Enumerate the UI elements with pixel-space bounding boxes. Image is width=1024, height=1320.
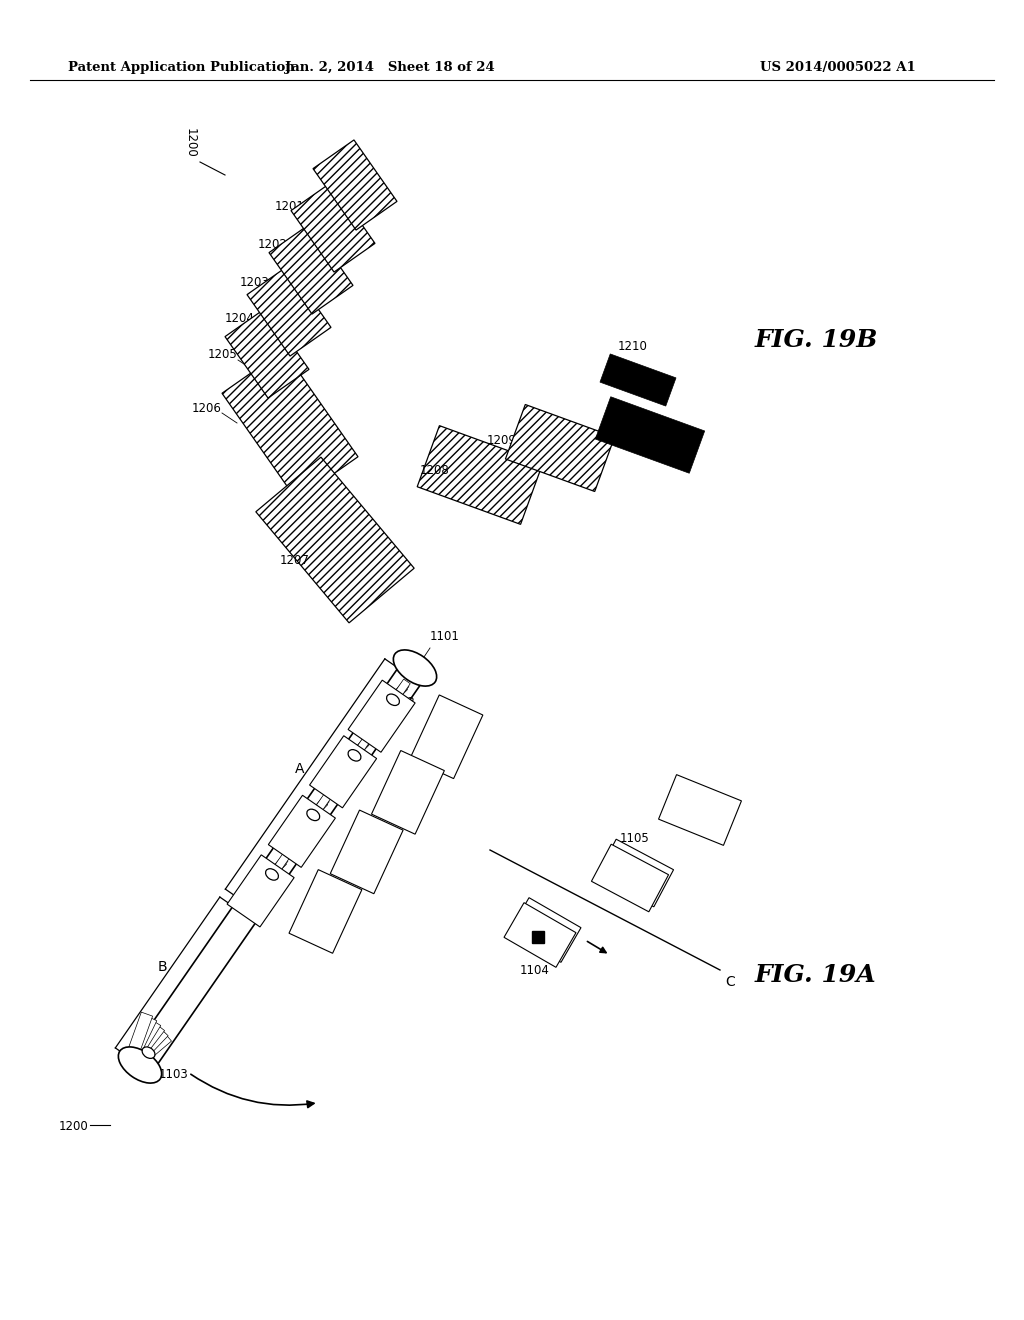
Polygon shape bbox=[384, 684, 408, 708]
Polygon shape bbox=[351, 735, 372, 760]
Polygon shape bbox=[506, 404, 614, 491]
Text: C: C bbox=[725, 975, 735, 989]
Polygon shape bbox=[410, 694, 483, 779]
Text: A: A bbox=[295, 762, 305, 776]
Polygon shape bbox=[313, 140, 397, 230]
Text: S1: S1 bbox=[445, 747, 461, 760]
Polygon shape bbox=[269, 224, 353, 314]
Text: 1209: 1209 bbox=[487, 433, 517, 446]
Polygon shape bbox=[387, 681, 409, 706]
Text: S2: S2 bbox=[407, 803, 423, 816]
Text: US 2014/0005022 A1: US 2014/0005022 A1 bbox=[760, 62, 915, 74]
Polygon shape bbox=[222, 350, 358, 500]
Text: 1103: 1103 bbox=[159, 1068, 188, 1081]
Ellipse shape bbox=[307, 809, 319, 821]
Ellipse shape bbox=[142, 1047, 155, 1059]
Text: 1202: 1202 bbox=[258, 239, 288, 252]
Polygon shape bbox=[596, 840, 674, 907]
Polygon shape bbox=[348, 737, 371, 762]
Polygon shape bbox=[504, 903, 575, 968]
Text: 1105: 1105 bbox=[620, 832, 650, 845]
Text: 1203: 1203 bbox=[240, 276, 269, 289]
Text: S4: S4 bbox=[325, 923, 340, 935]
Polygon shape bbox=[309, 735, 377, 808]
Polygon shape bbox=[124, 1019, 161, 1068]
Text: 1210: 1210 bbox=[618, 341, 648, 354]
Polygon shape bbox=[417, 425, 543, 524]
Polygon shape bbox=[389, 678, 411, 704]
Text: 1200: 1200 bbox=[184, 128, 197, 158]
Text: 1102: 1102 bbox=[385, 697, 416, 709]
Polygon shape bbox=[600, 354, 676, 407]
Text: B: B bbox=[158, 961, 167, 974]
Polygon shape bbox=[372, 751, 444, 834]
Text: 1101: 1101 bbox=[430, 630, 460, 643]
Polygon shape bbox=[268, 795, 336, 867]
Polygon shape bbox=[266, 857, 288, 880]
Text: 1201: 1201 bbox=[275, 201, 305, 214]
Text: 1208: 1208 bbox=[420, 463, 450, 477]
Polygon shape bbox=[509, 898, 581, 962]
Text: 1205: 1205 bbox=[208, 348, 238, 362]
Ellipse shape bbox=[393, 649, 436, 686]
Polygon shape bbox=[227, 855, 294, 927]
Text: Jan. 2, 2014   Sheet 18 of 24: Jan. 2, 2014 Sheet 18 of 24 bbox=[285, 62, 495, 74]
Polygon shape bbox=[124, 1015, 157, 1065]
Polygon shape bbox=[225, 308, 309, 399]
Ellipse shape bbox=[387, 694, 399, 705]
Polygon shape bbox=[307, 796, 329, 821]
Ellipse shape bbox=[119, 1047, 162, 1084]
Polygon shape bbox=[309, 795, 331, 820]
Polygon shape bbox=[263, 858, 287, 882]
Polygon shape bbox=[346, 739, 369, 763]
Text: S3: S3 bbox=[366, 862, 381, 875]
Polygon shape bbox=[256, 457, 414, 623]
Ellipse shape bbox=[348, 750, 360, 762]
Polygon shape bbox=[331, 810, 403, 894]
Polygon shape bbox=[268, 854, 289, 879]
Ellipse shape bbox=[265, 869, 279, 880]
Text: FIG. 19B: FIG. 19B bbox=[755, 327, 879, 352]
Polygon shape bbox=[592, 845, 669, 912]
Polygon shape bbox=[291, 182, 375, 272]
Polygon shape bbox=[247, 265, 331, 356]
Polygon shape bbox=[658, 775, 741, 845]
Text: Patent Application Publication: Patent Application Publication bbox=[68, 62, 295, 74]
Polygon shape bbox=[126, 1032, 171, 1073]
Polygon shape bbox=[304, 799, 328, 822]
Text: 1207: 1207 bbox=[280, 553, 310, 566]
Polygon shape bbox=[125, 1023, 165, 1071]
Text: FIG. 19A: FIG. 19A bbox=[755, 964, 877, 987]
Text: 1200: 1200 bbox=[58, 1121, 88, 1134]
Polygon shape bbox=[348, 680, 415, 752]
Polygon shape bbox=[125, 1012, 153, 1063]
Text: 1206: 1206 bbox=[193, 401, 222, 414]
Polygon shape bbox=[595, 397, 705, 474]
Text: 1204: 1204 bbox=[225, 312, 255, 325]
Bar bbox=[532, 931, 544, 942]
Polygon shape bbox=[125, 1027, 168, 1072]
Polygon shape bbox=[289, 870, 361, 953]
Text: 1104: 1104 bbox=[520, 964, 550, 977]
